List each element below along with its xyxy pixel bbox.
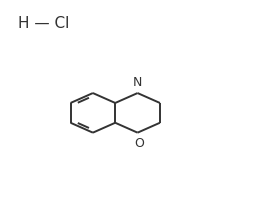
Text: N: N [133,76,142,89]
Text: H — Cl: H — Cl [18,16,69,31]
Text: O: O [134,137,144,150]
